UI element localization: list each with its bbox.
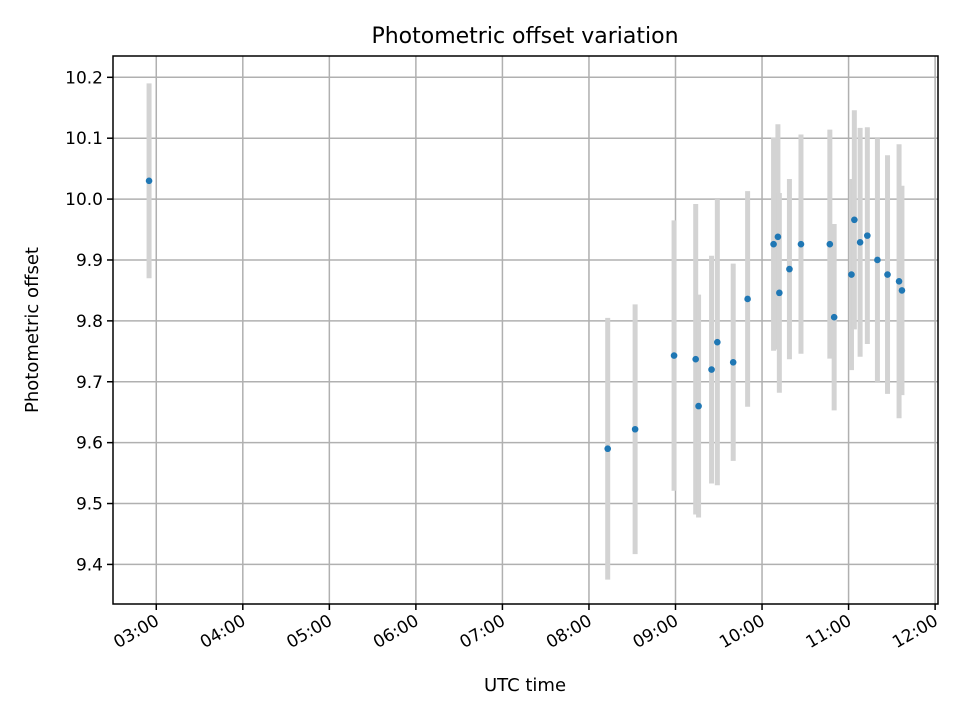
data-point	[744, 295, 751, 303]
data-point	[670, 352, 678, 359]
data-point	[695, 402, 702, 410]
y-tick-label: 9.7	[76, 373, 103, 393]
y-axis-ticks: 9.4 9.5 9.6 9.7 9.8 9.9 10.0 10.1 10.2	[65, 68, 113, 575]
data-point	[864, 232, 871, 239]
y-tick-label: 9.8	[76, 312, 103, 332]
data-point	[898, 287, 906, 294]
data-point	[145, 177, 153, 185]
data-point	[708, 366, 715, 373]
data-point	[729, 358, 737, 366]
data-point	[826, 240, 834, 248]
y-tick-label: 9.4	[76, 555, 103, 575]
y-tick-label: 10.2	[65, 68, 103, 88]
data-point	[856, 239, 864, 246]
y-tick-label: 9.6	[76, 434, 103, 454]
x-axis-label: UTC time	[484, 675, 566, 696]
data-point	[776, 289, 783, 297]
data-point	[884, 271, 891, 278]
data-point	[851, 216, 858, 224]
y-axis-label: Photometric offset	[22, 247, 43, 413]
y-tick-label: 10.1	[65, 129, 103, 149]
data-point	[848, 271, 855, 278]
data-points	[145, 177, 906, 453]
data-point	[895, 277, 903, 285]
chart-title: Photometric offset variation	[371, 24, 678, 49]
y-tick-label: 10.0	[65, 190, 103, 210]
plot-frame	[112, 55, 939, 605]
data-point	[786, 265, 793, 273]
data-point	[830, 313, 838, 321]
data-point	[692, 355, 699, 363]
data-point	[714, 338, 721, 346]
data-point	[770, 240, 777, 248]
grid	[113, 56, 938, 604]
data-point	[631, 425, 639, 433]
data-point	[874, 256, 881, 264]
data-point	[797, 240, 805, 248]
data-point	[774, 233, 782, 241]
y-tick-label: 9.5	[76, 495, 103, 515]
data-point	[604, 445, 612, 453]
y-tick-label: 9.9	[76, 251, 103, 271]
